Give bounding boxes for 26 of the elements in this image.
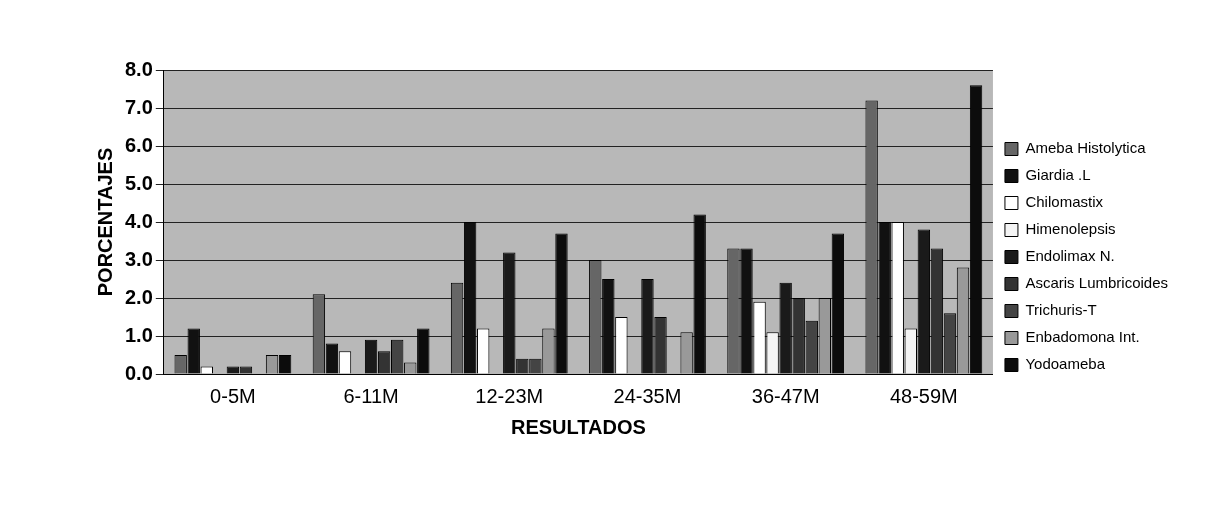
y-axis-title: PORCENTAJES [93,147,116,297]
legend-label: Giardia .L [1025,166,1091,184]
y-tick-label: 2.0 [124,285,153,308]
y-tick-label: 4.0 [124,209,153,232]
x-tick-label: 48-59M [889,384,958,407]
legend-label: Ameba Histolytica [1025,139,1147,157]
y-tick-label: 1.0 [124,323,153,346]
y-tick-label: 3.0 [124,247,153,270]
y-tick-label: 5.0 [124,171,153,194]
legend-label: Trichuris-T [1025,301,1097,319]
legend-label: Enbadomona Int. [1025,328,1140,346]
x-tick-label: 12-23M [475,384,544,407]
y-tick-label: 0.0 [124,361,153,384]
legend-label: Chilomastix [1025,193,1104,211]
legend-label: Himenolepsis [1025,220,1116,238]
y-tick-label: 8.0 [124,57,153,80]
legend-label: Endolimax N. [1025,247,1115,265]
x-tick-label: 6-11M [343,384,399,407]
x-tick-label: 0-5M [210,384,256,407]
y-tick-label: 6.0 [124,133,153,156]
legend-label: Yodoameba [1025,355,1106,373]
x-tick-label: 36-47M [751,384,820,407]
x-tick-label: 24-35M [613,384,682,407]
legend-label: Ascaris Lumbricoides [1025,274,1169,292]
x-axis-title: RESULTADOS [510,415,646,438]
y-tick-label: 7.0 [124,95,153,118]
